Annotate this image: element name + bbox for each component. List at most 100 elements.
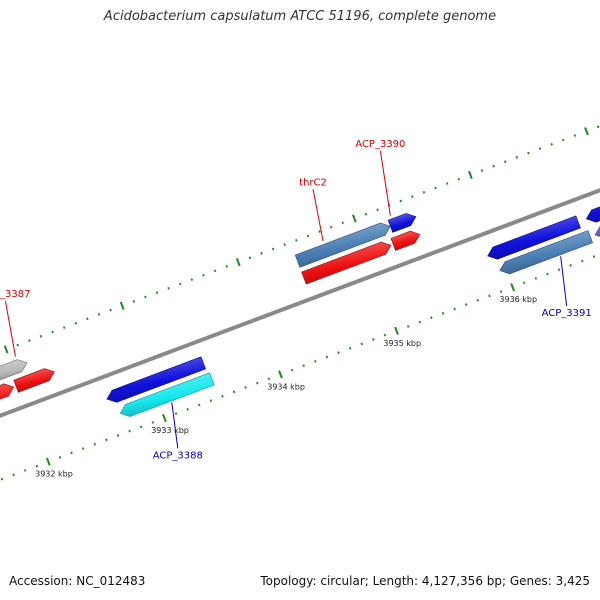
plus-scale-tick — [503, 160, 507, 164]
plus-scale-tick — [596, 125, 600, 129]
minus-scale-tick — [81, 447, 85, 450]
minus-scale-tick — [453, 307, 456, 311]
plus-scale-tick — [51, 330, 54, 334]
gene-feature-plus — [0, 383, 15, 400]
scale-label: 3933 kbp — [151, 426, 189, 435]
gene-label-leader — [4, 301, 16, 357]
plus-scale-tick — [190, 278, 194, 281]
minus-scale-tick — [510, 283, 515, 292]
plus-scale-tick — [202, 273, 205, 277]
plus-scale-tick — [260, 252, 263, 255]
plus-scale-tick — [364, 212, 368, 216]
plus-scale-tick — [86, 317, 89, 321]
plus-scale-tick — [28, 339, 31, 342]
gene-label-leader — [560, 256, 568, 307]
plus-scale-tick — [318, 230, 321, 233]
minus-scale-tick — [151, 421, 155, 424]
plus-scale-tick — [573, 134, 577, 137]
minus-scale-tick — [464, 303, 468, 306]
minus-scale-tick — [581, 259, 584, 263]
minus-scale-tick — [394, 326, 399, 335]
plus-scale-tick — [306, 234, 310, 238]
accession-text: Accession: NC_012483 — [9, 574, 146, 588]
gene-label-leader — [379, 150, 391, 216]
scale-label: 3932 kbp — [35, 470, 73, 479]
minus-scale-tick — [58, 455, 62, 459]
minus-scale-tick — [209, 399, 213, 402]
plus-scale-tick — [62, 326, 66, 329]
plus-scale-tick — [468, 170, 473, 179]
gene-label: ACP_3391 — [542, 308, 592, 319]
plus-scale-tick — [562, 138, 565, 142]
minus-scale-tick — [12, 473, 15, 477]
plus-scale-tick — [527, 151, 530, 155]
plus-scale-tick — [3, 345, 9, 354]
minus-scale-tick — [244, 386, 247, 389]
minus-scale-tick — [174, 412, 178, 416]
minus-scale-tick — [499, 290, 503, 293]
plus-scale-tick — [225, 265, 228, 268]
minus-scale-tick — [105, 438, 108, 442]
plus-scale-tick — [132, 300, 136, 303]
minus-scale-tick — [162, 413, 167, 423]
plus-scale-tick — [550, 142, 553, 146]
minus-scale-tick — [232, 390, 236, 394]
gene-label: ACP_3387 — [0, 289, 31, 300]
gene-feature-minus — [585, 206, 600, 223]
minus-scale-tick — [128, 429, 131, 433]
gene-label: thrC2 — [299, 177, 327, 188]
plus-scale-tick — [213, 269, 217, 273]
gene-feature-minus — [119, 372, 215, 417]
minus-scale-tick — [476, 298, 480, 302]
plus-scale-tick — [119, 301, 125, 310]
gene-label-leader — [171, 402, 179, 449]
gene-label: ACP_3388 — [153, 450, 203, 461]
genome-title: Acidobacterium capsulatum ATCC 51196, co… — [103, 9, 497, 24]
plus-scale-tick — [445, 182, 449, 185]
minus-scale-tick — [372, 338, 375, 341]
gene-label: ACP_3390 — [355, 139, 405, 150]
plus-scale-tick — [480, 169, 484, 172]
plus-scale-tick — [97, 313, 101, 316]
minus-scale-tick — [337, 351, 340, 354]
plus-scale-tick — [584, 127, 589, 136]
minus-scale-tick — [139, 425, 143, 429]
plus-scale-tick — [434, 186, 437, 190]
minus-scale-tick — [430, 316, 433, 320]
minus-scale-tick — [45, 457, 51, 466]
gene-feature-minus — [487, 215, 581, 260]
plus-scale-tick — [422, 190, 426, 194]
plus-scale-tick — [341, 221, 344, 225]
minus-scale-tick — [488, 294, 491, 298]
gene-feature-plus — [13, 368, 55, 393]
minus-scale-tick — [441, 312, 445, 315]
gene-feature-plus — [387, 213, 417, 233]
minus-scale-tick — [35, 464, 38, 468]
plus-scale-tick — [515, 156, 519, 159]
minus-scale-tick — [534, 277, 538, 280]
minus-scale-tick — [569, 264, 572, 267]
gene-feature-minus — [106, 356, 206, 403]
plus-scale-tick — [178, 282, 182, 286]
minus-scale-tick — [23, 469, 27, 472]
minus-scale-tick — [267, 377, 271, 381]
minus-scale-tick — [70, 451, 73, 455]
plus-scale-tick — [167, 286, 170, 290]
minus-scale-tick — [256, 381, 259, 385]
plus-scale-tick — [351, 214, 357, 223]
plus-scale-tick — [457, 177, 461, 181]
minus-scale-tick — [523, 281, 526, 285]
plus-scale-tick — [329, 225, 333, 229]
plus-scale-tick — [235, 258, 241, 267]
minus-scale-tick — [592, 255, 596, 258]
minus-scale-tick — [290, 368, 294, 372]
gene-feature-minus — [499, 230, 593, 275]
minus-scale-tick — [546, 272, 549, 276]
plus-scale-tick — [376, 208, 379, 212]
plus-scale-tick — [39, 334, 43, 338]
plus-scale-tick — [155, 291, 159, 294]
plus-scale-tick — [248, 256, 252, 260]
plus-scale-tick — [399, 199, 402, 203]
minus-scale-tick — [221, 394, 224, 398]
plus-scale-tick — [16, 343, 19, 347]
